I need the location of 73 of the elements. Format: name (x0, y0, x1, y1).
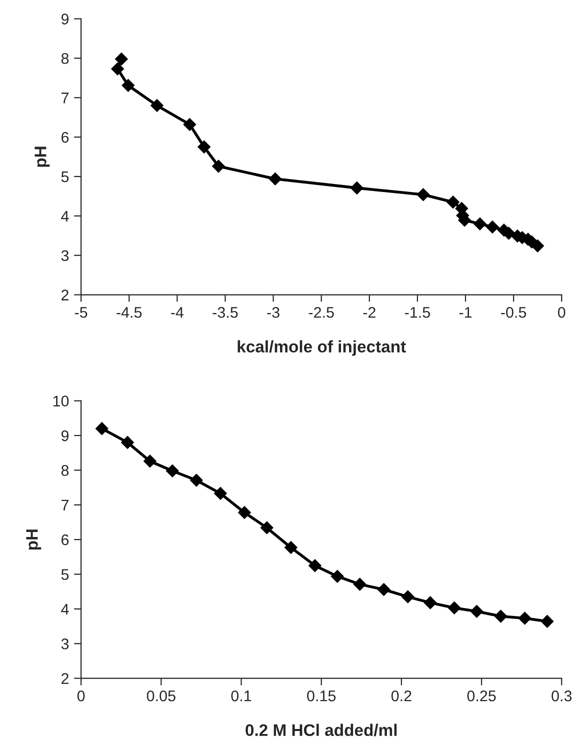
y-tick-label: 6 (62, 132, 69, 143)
point (166, 464, 179, 478)
point (350, 182, 364, 194)
x-tick-label: 0 (77, 690, 85, 702)
y-tick-label: 7 (62, 92, 68, 104)
point (446, 196, 460, 209)
point (531, 239, 544, 252)
point (121, 436, 134, 449)
point (486, 220, 499, 234)
point (95, 422, 108, 435)
point (115, 52, 128, 66)
point (416, 188, 430, 202)
x-tick-label: -5 (74, 307, 88, 318)
x-tick-label: -2 (363, 306, 376, 318)
x-tick-label: 0.25 (467, 690, 496, 702)
x-tick-label: 0 (558, 306, 566, 318)
x-tick-label: -0.5 (501, 306, 526, 318)
y-tick-label: 2 (62, 290, 68, 300)
point (424, 596, 437, 610)
point (401, 590, 414, 604)
x-tick-label: 0.3 (552, 690, 572, 702)
y-tick-label: 8 (61, 465, 69, 476)
x-tick-label: -4 (171, 307, 184, 318)
point (474, 217, 486, 230)
x-tick-label: -3 (267, 306, 280, 318)
point (144, 454, 156, 468)
y-tick-label: 3 (61, 638, 69, 650)
y-tick-label: 9 (61, 14, 69, 24)
y-axis-title: pH (34, 146, 50, 167)
point (448, 601, 461, 614)
x-axis-title: 0.2 M HCl added/ml (246, 724, 397, 736)
y-tick-label: 6 (62, 534, 69, 546)
y-tick-label: 4 (61, 604, 69, 614)
x-tick-label: 0.2 (391, 690, 412, 702)
x-tick-label: -2.5 (308, 306, 334, 318)
point (238, 506, 251, 519)
point (198, 140, 210, 154)
x-tick-label: -4.5 (116, 307, 142, 318)
point (470, 604, 484, 618)
x-tick-label: 0.15 (307, 690, 336, 702)
y-tick-label: 5 (61, 569, 69, 580)
y-tick-label: 10 (53, 396, 69, 406)
point (190, 474, 203, 487)
y-tick-label: 4 (61, 210, 69, 222)
y-tick-label: 5 (61, 172, 69, 182)
y-axis-title: pH (26, 530, 42, 550)
point (122, 79, 135, 92)
point (284, 541, 298, 554)
point (212, 160, 225, 173)
point (111, 62, 124, 76)
point (214, 487, 227, 500)
x-tick-label: 0.1 (231, 690, 252, 702)
x-tick-label: -3.5 (212, 306, 238, 318)
point (150, 99, 164, 112)
y-tick-label: 3 (61, 250, 69, 262)
x-tick-label: 0.05 (146, 690, 176, 702)
y-tick-label: 8 (61, 53, 69, 64)
y-tick-label: 2 (62, 673, 68, 684)
point (308, 559, 322, 572)
point (183, 118, 196, 131)
point (377, 583, 390, 596)
point (540, 615, 554, 628)
point (330, 570, 344, 583)
y-tick-label: 9 (61, 430, 69, 442)
x-tick-label: -1.5 (404, 307, 430, 318)
point (353, 578, 366, 591)
point (518, 612, 532, 625)
point (260, 521, 274, 534)
x-tick-label: -1 (459, 307, 472, 318)
point (494, 610, 508, 623)
x-axis-title: kcal/mole of injectant (238, 340, 406, 356)
point (268, 172, 282, 186)
y-tick-label: 7 (62, 500, 68, 510)
